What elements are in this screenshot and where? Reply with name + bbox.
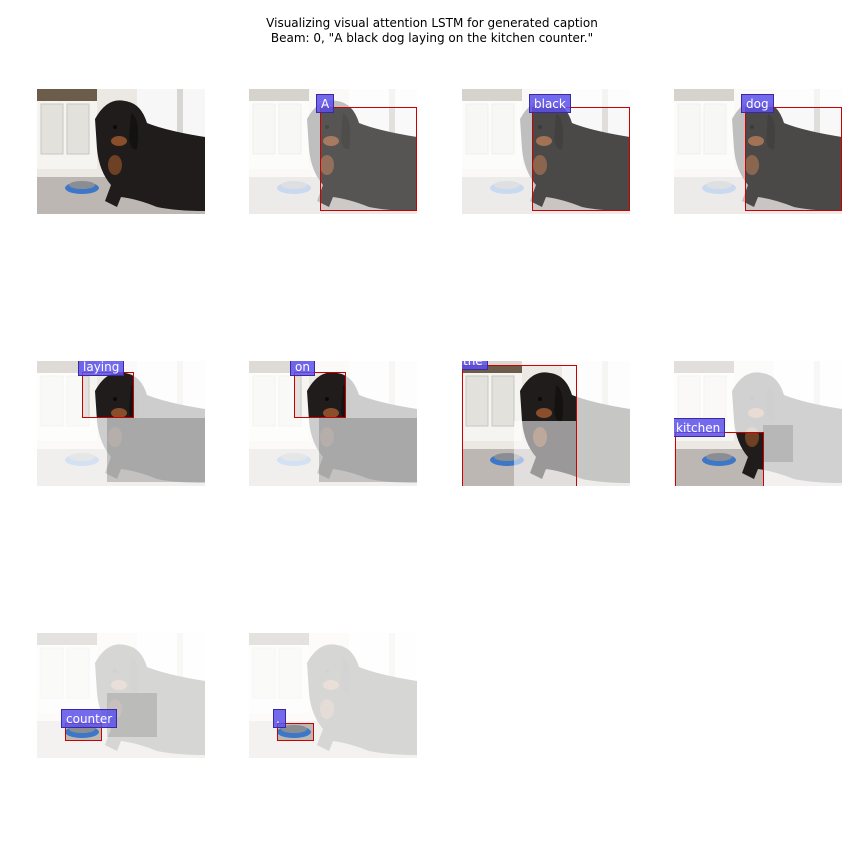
attention-box: [82, 372, 134, 418]
attention-panel-8: counter: [37, 633, 205, 758]
attention-panel-7: kitchen: [674, 361, 842, 486]
attention-panel-1: A: [249, 89, 417, 214]
attention-panel-5: on: [249, 361, 417, 486]
word-label: laying: [78, 361, 125, 376]
dog-photo: [249, 633, 417, 758]
word-label: the: [462, 361, 488, 370]
attention-box: [320, 107, 417, 211]
attention-box: [277, 723, 314, 741]
attention-box: [462, 365, 577, 486]
attention-panel-2: black: [462, 89, 630, 214]
attention-box: [532, 107, 630, 211]
word-label: A: [316, 94, 335, 113]
attention-panel-4: laying: [37, 361, 205, 486]
dog-photo: [37, 633, 205, 758]
attention-panel-6: the: [462, 361, 630, 486]
figure-title-line1: Visualizing visual attention LSTM for ge…: [266, 16, 598, 30]
attention-box: [675, 432, 764, 486]
dog-photo: [37, 89, 205, 214]
figure-title-line2: Beam: 0, "A black dog laying on the kitc…: [270, 31, 594, 45]
word-label: .: [273, 709, 286, 728]
attention-panel-9: .: [249, 633, 417, 758]
attention-box: [745, 107, 842, 211]
attention-panel-0: [37, 89, 205, 214]
word-label: kitchen: [674, 418, 726, 437]
word-label: on: [290, 361, 315, 376]
attention-box: [294, 372, 346, 418]
word-label: dog: [741, 94, 774, 113]
attention-panel-3: dog: [674, 89, 842, 214]
word-label: counter: [61, 709, 118, 728]
word-label: black: [529, 94, 571, 113]
